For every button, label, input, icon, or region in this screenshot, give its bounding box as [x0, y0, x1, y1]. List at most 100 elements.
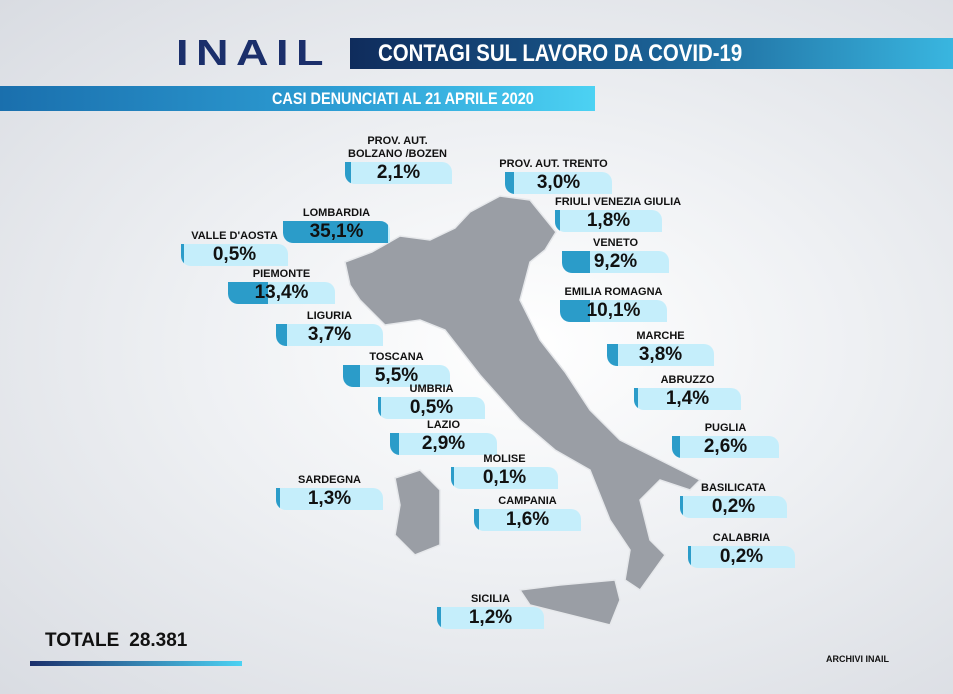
share-fill — [276, 488, 280, 510]
region-value: 3,8% — [638, 344, 683, 365]
region-value-pill: 0,1% — [451, 467, 558, 489]
region-value: 0,1% — [482, 467, 527, 488]
share-fill — [505, 172, 514, 194]
share-fill — [560, 300, 591, 322]
region-label: FRIULI VENEZIA GIULIA 1,8% — [555, 196, 681, 232]
region-value: 1,8% — [586, 210, 631, 231]
total-label: TOTALE — [45, 630, 120, 651]
share-fill — [228, 282, 269, 304]
share-fill — [390, 433, 399, 455]
region-value: 0,2% — [719, 546, 764, 567]
region-value: 2,1% — [376, 162, 421, 183]
share-fill — [343, 365, 360, 387]
page-title: CONTAGI SUL LAVORO DA COVID-19 — [378, 40, 743, 67]
region-label: SARDEGNA 1,3% — [276, 474, 383, 510]
share-fill — [276, 324, 288, 346]
region-name: MOLISE — [483, 453, 526, 465]
region-value: 0,2% — [711, 496, 756, 517]
region-value: 1,6% — [505, 509, 550, 530]
share-fill — [437, 607, 441, 629]
page-subtitle: CASI DENUNCIATI AL 21 APRILE 2020 — [272, 89, 534, 108]
share-fill — [607, 344, 619, 366]
region-name: MARCHE — [636, 330, 685, 342]
share-fill — [345, 162, 352, 184]
region-label: LIGURIA 3,7% — [276, 310, 383, 346]
region-label: LOMBARDIA 35,1% — [283, 207, 390, 243]
region-label: VALLE D'AOSTA 0,5% — [181, 230, 288, 266]
region-label: PIEMONTE 13,4% — [228, 268, 335, 304]
region-value: 1,3% — [307, 488, 352, 509]
region-name: FRIULI VENEZIA GIULIA — [555, 196, 682, 208]
region-value: 35,1% — [309, 221, 364, 242]
region-label: EMILIA ROMAGNA 10,1% — [560, 286, 667, 322]
region-value-pill: 2,6% — [672, 436, 779, 458]
region-label: UMBRIA 0,5% — [378, 383, 485, 419]
region-label: CALABRIA 0,2% — [688, 532, 795, 568]
region-name: VENETO — [592, 237, 639, 249]
region-name: ABRUZZO — [660, 374, 715, 386]
region-label: TOSCANA 5,5% — [343, 351, 450, 387]
region-name: EMILIA ROMAGNA — [564, 286, 663, 298]
share-fill — [680, 496, 683, 518]
region-value-pill: 1,8% — [555, 210, 662, 232]
region-name: PROV. AUT. BOLZANO /BOZEN — [348, 135, 447, 160]
region-name: PROV. AUT. TRENTO — [499, 158, 608, 170]
region-value-pill: 1,2% — [437, 607, 544, 629]
region-value-pill: 0,2% — [680, 496, 787, 518]
region-value-pill: 0,5% — [181, 244, 288, 266]
share-fill — [181, 244, 184, 266]
region-name: LIGURIA — [306, 310, 353, 322]
share-fill — [378, 397, 381, 419]
region-label: ABRUZZO 1,4% — [634, 374, 741, 410]
region-value-pill: 2,9% — [390, 433, 497, 455]
region-value-pill: 0,5% — [378, 397, 485, 419]
region-name: TOSCANA — [369, 351, 424, 363]
region-label: MOLISE 0,1% — [451, 453, 558, 489]
region-value: 0,5% — [212, 244, 257, 265]
region-value: 2,9% — [421, 433, 466, 454]
region-value-pill: 1,3% — [276, 488, 383, 510]
region-value: 2,6% — [703, 436, 748, 457]
region-value-pill: 0,2% — [688, 546, 795, 568]
region-value: 1,4% — [665, 388, 710, 409]
region-name: SICILIA — [470, 593, 511, 605]
region-name: PUGLIA — [704, 422, 747, 434]
region-value-pill: 3,8% — [607, 344, 714, 366]
region-value: 9,2% — [593, 251, 638, 272]
region-value-pill: 35,1% — [283, 221, 390, 243]
region-value-pill: 3,0% — [505, 172, 612, 194]
region-value: 13,4% — [254, 282, 309, 303]
region-name: LAZIO — [427, 419, 460, 431]
share-fill — [474, 509, 479, 531]
region-value: 0,5% — [409, 397, 454, 418]
total-value: 28.381 — [129, 630, 188, 651]
region-value: 3,0% — [536, 172, 581, 193]
total-underline — [30, 661, 242, 666]
share-fill — [451, 467, 454, 489]
region-value-pill: 1,4% — [634, 388, 741, 410]
region-name: LOMBARDIA — [302, 207, 371, 219]
share-fill — [562, 251, 590, 273]
region-value-pill: 2,1% — [345, 162, 452, 184]
share-fill — [555, 210, 561, 232]
region-name: CALABRIA — [712, 532, 771, 544]
region-label: CAMPANIA 1,6% — [474, 495, 581, 531]
region-label: VENETO 9,2% — [562, 237, 669, 273]
region-name: VALLE D'AOSTA — [191, 230, 278, 242]
region-label: PUGLIA 2,6% — [672, 422, 779, 458]
region-label: SICILIA 1,2% — [437, 593, 544, 629]
region-label: LAZIO 2,9% — [390, 419, 497, 455]
region-value-pill: 10,1% — [560, 300, 667, 322]
credit: ARCHIVI INAIL — [826, 654, 889, 664]
region-label: BASILICATA 0,2% — [680, 482, 787, 518]
total: TOTALE 28.381 — [45, 630, 187, 652]
region-value: 1,2% — [468, 607, 513, 628]
region-value-pill: 13,4% — [228, 282, 335, 304]
region-value-pill: 9,2% — [562, 251, 669, 273]
region-label: PROV. AUT. BOLZANO /BOZEN 2,1% — [340, 135, 455, 184]
title-banner: CONTAGI SUL LAVORO DA COVID-19 — [350, 38, 953, 69]
share-fill — [283, 221, 389, 243]
inail-logo: INAIL — [176, 32, 331, 73]
region-value-pill: 3,7% — [276, 324, 383, 346]
